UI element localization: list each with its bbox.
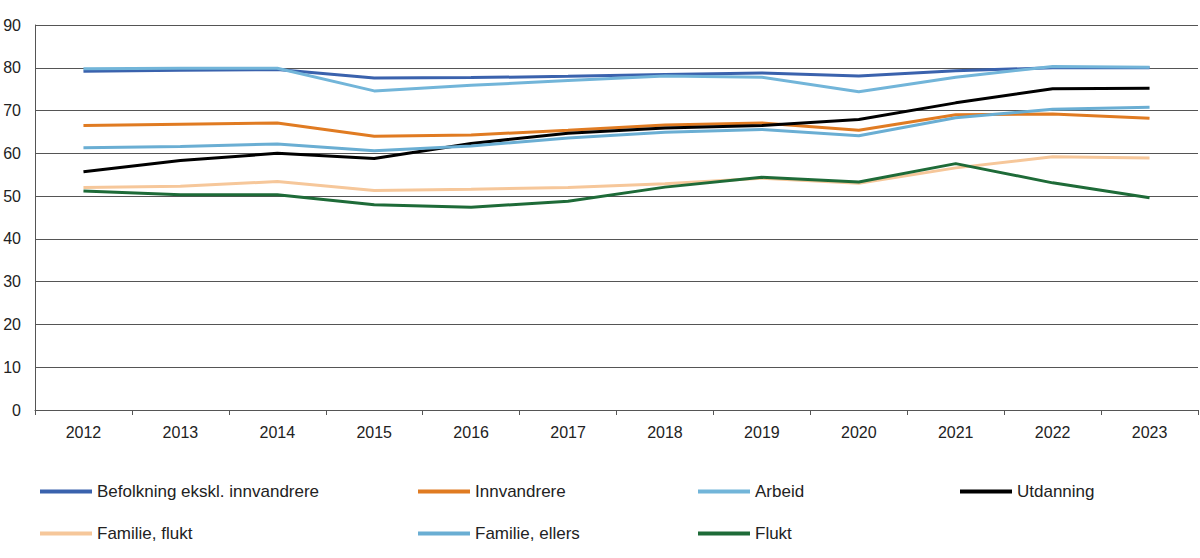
svg-text:Familie, ellers: Familie, ellers	[475, 524, 580, 543]
svg-text:50: 50	[3, 188, 21, 205]
svg-text:2020: 2020	[841, 424, 877, 441]
svg-text:10: 10	[3, 359, 21, 376]
svg-text:Arbeid: Arbeid	[755, 482, 804, 501]
svg-text:2012: 2012	[66, 424, 102, 441]
svg-text:Innvandrere: Innvandrere	[475, 482, 566, 501]
svg-text:30: 30	[3, 273, 21, 290]
svg-text:0: 0	[12, 402, 21, 419]
svg-text:2019: 2019	[744, 424, 780, 441]
svg-text:2015: 2015	[356, 424, 392, 441]
svg-text:80: 80	[3, 59, 21, 76]
svg-text:90: 90	[3, 17, 21, 34]
svg-text:2017: 2017	[550, 424, 586, 441]
svg-text:2013: 2013	[163, 424, 199, 441]
svg-text:2021: 2021	[938, 424, 974, 441]
svg-text:2014: 2014	[259, 424, 295, 441]
svg-text:2022: 2022	[1035, 424, 1071, 441]
svg-text:60: 60	[3, 145, 21, 162]
svg-text:2023: 2023	[1132, 424, 1168, 441]
svg-text:70: 70	[3, 102, 21, 119]
svg-text:20: 20	[3, 316, 21, 333]
svg-text:Familie, flukt: Familie, flukt	[97, 524, 193, 543]
svg-text:Flukt: Flukt	[755, 524, 792, 543]
svg-text:40: 40	[3, 230, 21, 247]
svg-text:2018: 2018	[647, 424, 683, 441]
svg-text:2016: 2016	[453, 424, 489, 441]
svg-text:Befolkning ekskl. innvandrere: Befolkning ekskl. innvandrere	[97, 482, 319, 501]
svg-text:Utdanning: Utdanning	[1017, 482, 1095, 501]
